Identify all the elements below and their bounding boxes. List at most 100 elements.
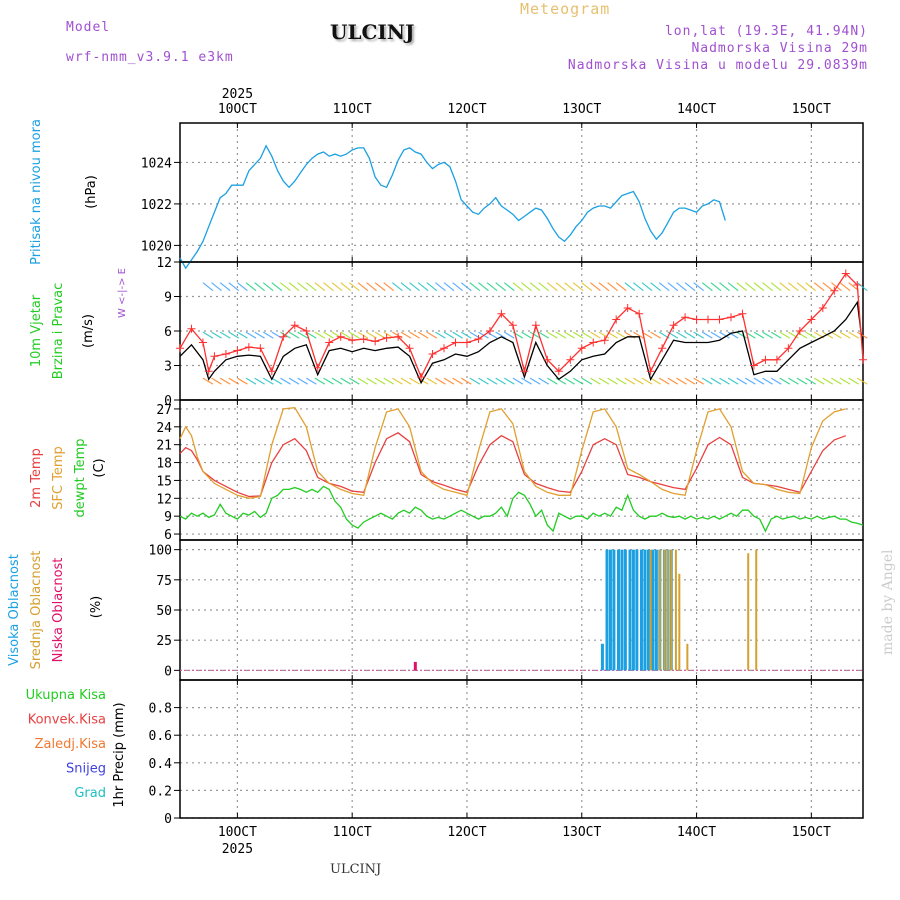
precip-legend-4: Grad bbox=[74, 786, 106, 801]
wind-barb-0 bbox=[237, 377, 248, 385]
wind-barb-0 bbox=[805, 377, 816, 385]
wind-barb-0 bbox=[254, 377, 265, 385]
cloud-bar-mid_cloud bbox=[649, 549, 652, 671]
wind-barb-0 bbox=[813, 377, 825, 385]
gust-marker bbox=[772, 355, 781, 364]
pressure-ytick-label-1: 1022 bbox=[141, 198, 172, 213]
cloud-bar-high_cloud bbox=[639, 549, 643, 671]
gust-marker bbox=[715, 315, 724, 324]
wind-barb-0 bbox=[572, 377, 584, 385]
model-name: wrf-nmm_v3.9.1 e3km bbox=[66, 50, 234, 65]
gust-marker bbox=[451, 338, 460, 347]
gust-marker bbox=[704, 315, 713, 324]
temperature-panel-frame bbox=[179, 399, 864, 541]
wind-barb-2 bbox=[546, 282, 558, 292]
gust-marker bbox=[497, 309, 506, 318]
wind-barb-2 bbox=[426, 282, 438, 292]
wind-barb-2 bbox=[409, 282, 420, 292]
wind-barb-1 bbox=[633, 331, 644, 339]
wind-barb-1 bbox=[211, 331, 222, 339]
wind-barb-1 bbox=[684, 331, 696, 339]
gust-marker bbox=[818, 304, 827, 312]
wind-barb-2 bbox=[503, 282, 515, 292]
cloud-ytick-label-0: 0 bbox=[164, 664, 172, 679]
gust-marker bbox=[554, 367, 563, 376]
gust-marker bbox=[325, 338, 334, 347]
wind-barb-2 bbox=[667, 282, 679, 292]
gust-marker bbox=[566, 355, 575, 364]
wind-barb-2 bbox=[331, 282, 343, 292]
wind-barb-1 bbox=[529, 331, 541, 339]
temperature-line-dewpt bbox=[179, 485, 864, 533]
wind-barb-2 bbox=[391, 282, 403, 292]
temperature-ytick-label-0: 6 bbox=[164, 528, 172, 543]
wind-barb-2 bbox=[521, 282, 532, 292]
wind-barb-1 bbox=[409, 331, 420, 339]
gust-marker bbox=[681, 313, 690, 322]
station-title: ULCINJ bbox=[330, 20, 415, 44]
wind-barb-0 bbox=[650, 377, 661, 385]
wind-barb-0 bbox=[478, 377, 489, 385]
gust-marker bbox=[859, 355, 867, 364]
wind-barb-0 bbox=[624, 377, 636, 385]
wind-barb-2 bbox=[305, 282, 317, 292]
gust-marker bbox=[382, 333, 391, 342]
wind-barb-2 bbox=[693, 282, 705, 292]
gust-marker bbox=[187, 324, 196, 333]
wind-barb-1 bbox=[435, 331, 446, 339]
gust-marker bbox=[726, 313, 735, 322]
precip-ytick-label-1: 0.2 bbox=[149, 784, 172, 799]
temperature-ytick-label-7: 27 bbox=[156, 403, 172, 418]
wind-ytick-label-4: 12 bbox=[156, 256, 172, 271]
gust-marker bbox=[749, 361, 758, 370]
cloud-bar-mid_cloud bbox=[755, 549, 758, 671]
gust-marker bbox=[623, 304, 632, 312]
wind-barb-0 bbox=[349, 377, 360, 385]
cloud-bar-mid_cloud bbox=[658, 549, 661, 671]
wind-barb-2 bbox=[633, 282, 644, 292]
temperature-ytick-label-5: 21 bbox=[156, 439, 172, 454]
wind-barb-2 bbox=[615, 282, 627, 292]
wind-barb-0 bbox=[822, 377, 834, 385]
gust-marker bbox=[807, 315, 816, 324]
wind-units: (m/s) bbox=[81, 314, 96, 348]
wind-barb-2 bbox=[452, 282, 464, 292]
gust-marker bbox=[440, 344, 449, 353]
wind-barb-0 bbox=[547, 377, 558, 385]
model-label: Model bbox=[66, 20, 111, 35]
gust-marker bbox=[508, 321, 517, 330]
wind-barb-0 bbox=[262, 377, 274, 385]
wind-barb-1 bbox=[443, 331, 455, 339]
wind-barb-2 bbox=[348, 282, 360, 292]
wind-barb-2 bbox=[288, 282, 300, 292]
wind-barb-2 bbox=[762, 282, 773, 292]
wind-barb-2 bbox=[237, 282, 248, 292]
elevation-label: Nadmorska Visina 29m bbox=[691, 41, 868, 56]
cloud-bar-high_cloud bbox=[608, 549, 612, 671]
wind-barb-1 bbox=[254, 331, 265, 339]
wind-barb-0 bbox=[779, 377, 791, 385]
wind-compass-label: W <-|-> E bbox=[117, 268, 128, 318]
precip-legend-1: Konvek.Kisa bbox=[28, 713, 106, 728]
xtick-label-top-0: 10OCT bbox=[218, 102, 257, 117]
cloud-bar-mid_cloud bbox=[686, 643, 689, 671]
gust-marker bbox=[233, 346, 242, 355]
meteogram-title: Meteogram bbox=[520, 0, 611, 18]
year-label-bottom: 2025 bbox=[222, 842, 253, 857]
cloud-bar-mid_cloud bbox=[663, 549, 666, 671]
wind-barb-0 bbox=[512, 377, 524, 385]
gust-marker bbox=[256, 344, 265, 353]
temperature-ytick-label-6: 24 bbox=[156, 421, 172, 436]
wind-barb-0 bbox=[245, 377, 257, 385]
gust-marker bbox=[853, 281, 862, 289]
gust-marker bbox=[658, 344, 667, 353]
wind-barb-0 bbox=[658, 377, 670, 385]
temperature-line-t2m bbox=[179, 432, 847, 498]
gust-marker bbox=[176, 344, 184, 353]
wind-barb-2 bbox=[435, 282, 446, 292]
gust-marker bbox=[669, 321, 678, 330]
pressure-line-pressure bbox=[179, 144, 726, 270]
wind-barb-2 bbox=[589, 282, 601, 292]
wind-barb-1 bbox=[228, 331, 240, 339]
wind-barb-2 bbox=[839, 282, 851, 292]
